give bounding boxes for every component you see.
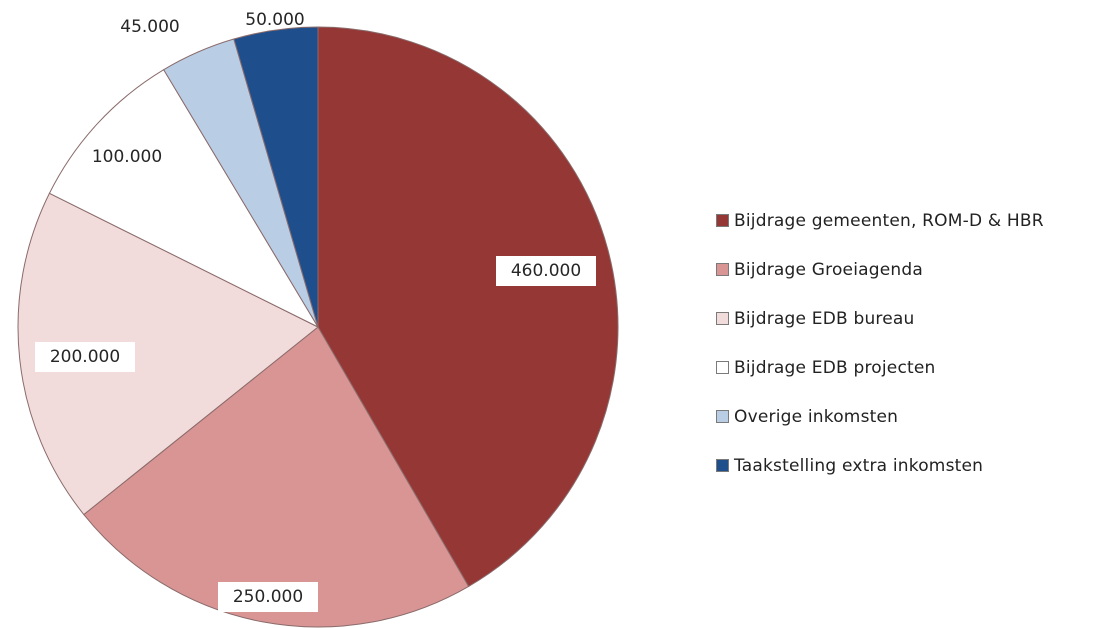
data-label: 50.000 — [245, 10, 304, 30]
legend-swatch — [716, 214, 729, 227]
data-label-text: 100.000 — [92, 147, 162, 167]
legend-item: Bijdrage EDB projecten — [716, 343, 1096, 392]
legend-label: Bijdrage Groeiagenda — [734, 260, 923, 280]
data-label-text: 45.000 — [120, 17, 179, 37]
data-label-text: 200.000 — [50, 347, 120, 367]
legend-swatch — [716, 263, 729, 276]
legend-label: Bijdrage EDB bureau — [734, 309, 915, 329]
legend-item: Taakstelling extra inkomsten — [716, 441, 1096, 490]
data-label: 100.000 — [92, 147, 162, 167]
data-label: 200.000 — [35, 342, 135, 372]
legend-label: Bijdrage EDB projecten — [734, 358, 936, 378]
pie-slices — [18, 27, 618, 627]
data-label: 45.000 — [120, 17, 179, 37]
data-label: 250.000 — [218, 582, 318, 612]
legend-swatch — [716, 312, 729, 325]
data-label-text: 50.000 — [245, 10, 304, 30]
legend-swatch — [716, 361, 729, 374]
legend-item: Bijdrage gemeenten, ROM-D & HBR — [716, 196, 1096, 245]
legend-label: Taakstelling extra inkomsten — [734, 456, 983, 476]
data-label: 460.000 — [496, 256, 596, 286]
data-label-text: 250.000 — [233, 587, 303, 607]
legend-item: Bijdrage EDB bureau — [716, 294, 1096, 343]
legend-item: Bijdrage Groeiagenda — [716, 245, 1096, 294]
legend-label: Overige inkomsten — [734, 407, 898, 427]
legend: Bijdrage gemeenten, ROM-D & HBR Bijdrage … — [716, 196, 1096, 490]
legend-item: Overige inkomsten — [716, 392, 1096, 441]
legend-swatch — [716, 410, 729, 423]
legend-label: Bijdrage gemeenten, ROM-D & HBR — [734, 211, 1044, 231]
legend-swatch — [716, 459, 729, 472]
data-label-text: 460.000 — [511, 261, 581, 281]
